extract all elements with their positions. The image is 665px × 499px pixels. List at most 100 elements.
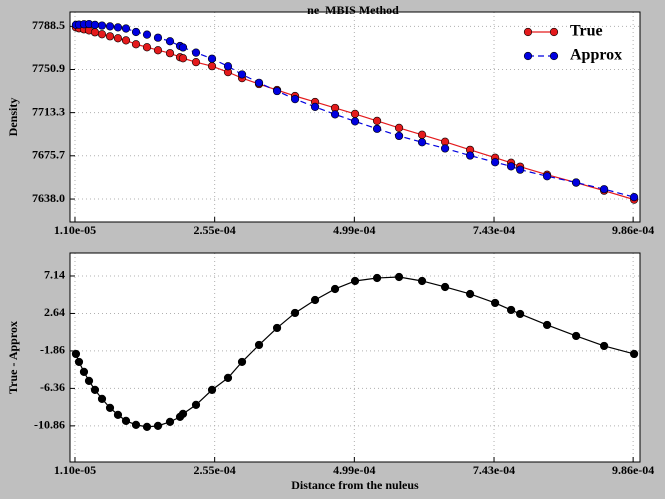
data-point (272, 323, 282, 333)
data-point (90, 28, 100, 37)
plot-area (70, 253, 640, 462)
y-tick-label: -1.86 (40, 343, 65, 357)
data-point (254, 78, 264, 87)
data-point (417, 138, 427, 147)
y-tick-label: 7750.9 (32, 61, 65, 75)
data-point (491, 158, 500, 167)
data-point (630, 349, 639, 359)
data-point (105, 403, 115, 412)
y-tick-label: -6.36 (40, 380, 65, 394)
data-point (516, 309, 525, 319)
data-point (90, 20, 100, 29)
data-point (350, 276, 360, 286)
data-point (237, 70, 247, 79)
data-point (105, 32, 115, 41)
data-point (572, 178, 581, 187)
x-tick-label: 9.86e-04 (612, 223, 654, 237)
data-point (142, 422, 152, 431)
legend-label: True (570, 23, 603, 40)
data-point (90, 385, 100, 394)
data-point (97, 30, 107, 39)
data-point (572, 331, 581, 341)
data-point (542, 320, 552, 330)
data-point (223, 373, 233, 383)
data-point (79, 367, 89, 377)
legend-marker (523, 27, 533, 37)
data-point (113, 23, 123, 32)
legend-marker (549, 27, 559, 37)
data-point (165, 49, 175, 58)
data-point (131, 420, 141, 429)
data-point (178, 409, 188, 418)
x-tick-label: 1.10e-05 (54, 223, 96, 237)
data-point (153, 33, 163, 42)
y-tick-label: 7713.3 (32, 104, 65, 118)
data-point (191, 48, 201, 57)
x-tick-label: 4.99e-04 (333, 223, 375, 237)
data-point (165, 417, 175, 426)
data-point (142, 43, 152, 52)
chart-title: ne MBIS Method (307, 3, 399, 17)
data-point (394, 272, 404, 282)
data-point (372, 124, 382, 133)
data-point (330, 284, 340, 294)
data-point (121, 416, 131, 425)
x-tick-label: 1.10e-05 (54, 463, 96, 477)
y-tick-label: 2.64 (44, 305, 65, 319)
data-point (310, 102, 320, 112)
data-point (350, 117, 360, 126)
legend-marker (523, 51, 533, 61)
data-point (142, 30, 152, 39)
x-tick-label: 7.43e-04 (473, 223, 515, 237)
data-point (600, 185, 609, 194)
data-point (506, 305, 516, 315)
y-tick-label: 7638.0 (32, 191, 65, 205)
data-point (97, 21, 107, 30)
data-point (630, 192, 639, 202)
x-tick-label: 9.86e-04 (612, 463, 654, 477)
data-point (310, 295, 320, 305)
data-point (113, 34, 123, 43)
legend-label: Approx (570, 47, 622, 64)
data-point (417, 130, 427, 139)
data-point (465, 289, 475, 299)
data-point (465, 151, 475, 160)
data-point (121, 36, 131, 45)
data-point (600, 341, 609, 351)
data-point (516, 165, 525, 174)
data-point (350, 109, 360, 119)
data-point (290, 308, 300, 318)
data-point (178, 54, 188, 63)
y-tick-label: 7675.7 (32, 148, 65, 162)
plot-frame (69, 11, 641, 223)
x-tick-label: 2.55e-04 (193, 223, 235, 237)
data-point (153, 421, 163, 430)
data-point (254, 340, 264, 350)
legend-marker (549, 51, 559, 61)
data-point (191, 400, 201, 409)
data-point (417, 276, 427, 286)
data-point (97, 394, 107, 403)
y-axis-label: True - Approx (6, 321, 20, 394)
data-point (131, 40, 141, 49)
x-tick-label: 2.55e-04 (193, 463, 235, 477)
data-point (153, 46, 163, 55)
x-tick-label: 7.43e-04 (473, 463, 515, 477)
data-point (372, 116, 382, 126)
y-tick-label: -10.86 (34, 418, 65, 432)
data-point (131, 27, 141, 37)
x-axis-label: Distance from the nuleus (291, 478, 419, 492)
data-point (207, 62, 217, 71)
data-point (272, 86, 282, 96)
data-point (74, 357, 84, 367)
y-tick-label: 7.14 (44, 268, 65, 282)
data-point (84, 376, 94, 385)
data-point (440, 282, 450, 292)
data-point (121, 24, 131, 33)
data-point (71, 349, 81, 359)
y-tick-label: 7788.5 (32, 18, 65, 32)
data-point (506, 162, 516, 171)
y-axis-label: Density (6, 98, 20, 137)
